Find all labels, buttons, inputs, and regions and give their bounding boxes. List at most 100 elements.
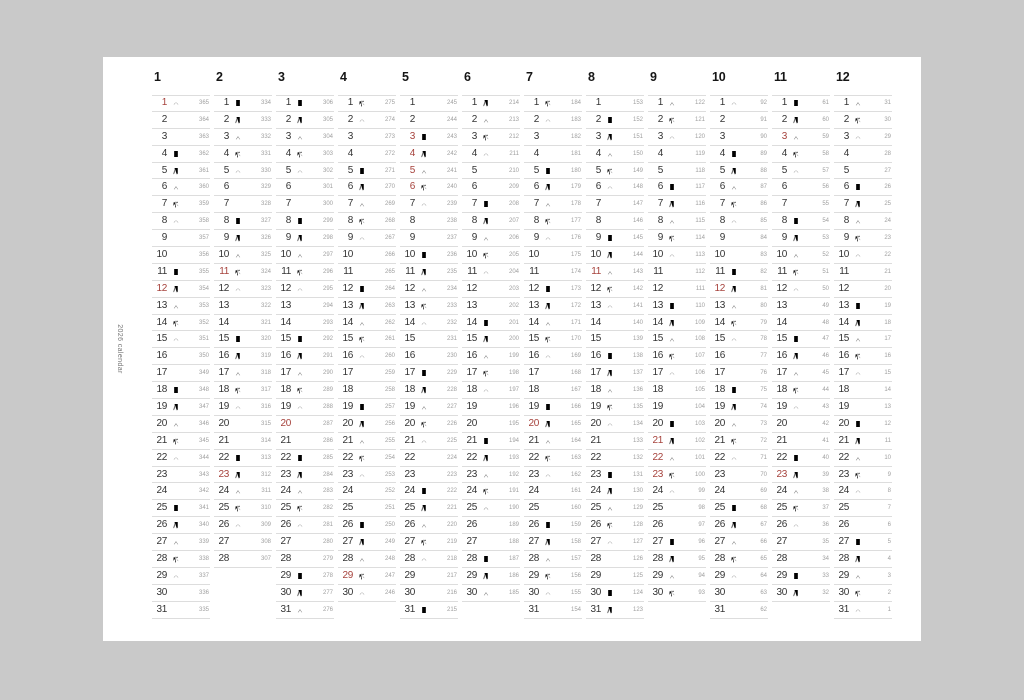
weekday-gold-icon (606, 200, 614, 208)
days-remaining: 322 (260, 302, 271, 309)
days-remaining: 101 (694, 454, 705, 461)
day-row: 6 329 (214, 179, 272, 197)
day-number: 16 (652, 350, 663, 362)
day-row: 4 119 (648, 146, 706, 163)
day-number: 20 (590, 417, 601, 429)
days-remaining: 297 (322, 251, 333, 258)
days-remaining: 14 (884, 387, 891, 394)
day-number: 15 (156, 333, 167, 345)
day-row: 22 224 (400, 450, 458, 467)
day-row: 12 203 (462, 281, 520, 298)
days-remaining: 162 (570, 471, 581, 478)
day-number: 25 (776, 502, 787, 514)
day-number: 17 (466, 367, 477, 379)
days-remaining: 194 (508, 437, 519, 444)
weekday-fire-icon (420, 521, 428, 529)
day-row: 9 84 (710, 230, 768, 248)
day-number: 24 (218, 485, 229, 497)
days-remaining: 337 (198, 572, 209, 579)
days-remaining: 291 (322, 353, 333, 360)
day-number: 28 (466, 552, 477, 564)
day-number: 19 (466, 400, 477, 412)
day-row: 20 256 (338, 416, 396, 433)
weekday-gold-icon (420, 454, 428, 462)
days-remaining: 317 (260, 387, 271, 394)
day-row: 9 237 (400, 230, 458, 248)
weekday-moon-icon (296, 471, 304, 479)
days-remaining: 62 (760, 606, 767, 613)
day-row: 4 331 (214, 146, 272, 163)
days-remaining: 248 (384, 555, 395, 562)
days-remaining: 55 (822, 201, 829, 208)
weekday-moon-icon (854, 437, 862, 445)
days-remaining: 206 (508, 235, 519, 242)
day-number: 11 (839, 265, 849, 277)
days-remaining: 200 (508, 336, 519, 343)
weekday-fire-icon (668, 217, 676, 225)
day-row: 5 330 (214, 163, 272, 180)
day-row: 13 19 (834, 298, 892, 315)
days-remaining: 363 (198, 133, 209, 140)
day-number: 29 (466, 569, 477, 581)
day-row: 16 319 (214, 348, 272, 366)
days-remaining: 239 (446, 201, 457, 208)
days-remaining: 134 (632, 420, 643, 427)
weekday-fire-icon (606, 504, 614, 512)
day-row: 31 335 (152, 602, 210, 619)
weekday-fire-icon (854, 99, 862, 107)
weekday-moon-icon (420, 268, 428, 276)
days-remaining: 354 (198, 285, 209, 292)
weekday-fire-icon (730, 538, 738, 546)
weekday-gold-icon (234, 302, 242, 310)
days-remaining: 31 (884, 100, 891, 107)
weekday-fire-icon (358, 200, 366, 208)
days-remaining: 265 (384, 268, 395, 275)
month-days: 1 61 2 60 3 59 4 58 5 57 6 56 7 55 8 54 9 53 10 52 11 51 12 50 1… (772, 95, 830, 602)
days-remaining: 310 (260, 505, 271, 512)
day-number: 8 (595, 215, 602, 227)
day-number: 22 (590, 451, 601, 463)
days-remaining: 13 (884, 403, 891, 410)
day-row: 1 275 (338, 95, 396, 112)
days-remaining: 332 (260, 133, 271, 140)
day-row: 5 361 (152, 163, 210, 180)
day-row: 6 56 (772, 179, 830, 197)
days-remaining: 28 (884, 150, 891, 157)
day-number: 3 (347, 130, 354, 142)
weekday-sun-icon (792, 454, 800, 462)
days-remaining: 306 (322, 100, 333, 107)
day-row: 28 126 (586, 551, 644, 568)
day-number: 8 (285, 215, 292, 227)
weekday-moon-icon (854, 319, 862, 327)
days-remaining: 288 (322, 403, 333, 410)
day-row: 5 210 (462, 163, 520, 180)
days-remaining: 217 (446, 572, 457, 579)
days-remaining: 269 (384, 201, 395, 208)
month-column: 5 1 245 2 244 3 243 4 242 5 241 6 240 7 239 8 238 9 237 10 2… (400, 70, 458, 619)
day-row: 16 107 (648, 348, 706, 366)
weekday-fire-icon (544, 555, 552, 563)
weekday-earth-icon (668, 285, 676, 293)
day-row: 16 16 (834, 348, 892, 366)
day-number: 27 (528, 536, 539, 548)
days-remaining: 336 (198, 589, 209, 596)
day-number: 21 (156, 434, 167, 446)
weekday-water-icon (296, 504, 304, 512)
days-remaining: 171 (570, 319, 581, 326)
days-remaining: 272 (384, 150, 395, 157)
days-remaining: 103 (694, 420, 705, 427)
day-row: 19 166 (524, 399, 582, 416)
day-row: 7 86 (710, 196, 768, 214)
day-row: 24 342 (152, 483, 210, 501)
weekday-gold-icon (792, 183, 800, 191)
weekday-sun-icon (420, 369, 428, 377)
day-row: 2 183 (524, 112, 582, 129)
days-remaining: 238 (446, 218, 457, 225)
day-number: 21 (590, 434, 601, 446)
days-remaining: 281 (322, 522, 333, 529)
day-number: 8 (409, 215, 416, 227)
weekday-sun-icon (358, 285, 366, 293)
day-number: 17 (652, 367, 663, 379)
day-number: 30 (528, 586, 539, 598)
day-number: 27 (342, 536, 353, 548)
